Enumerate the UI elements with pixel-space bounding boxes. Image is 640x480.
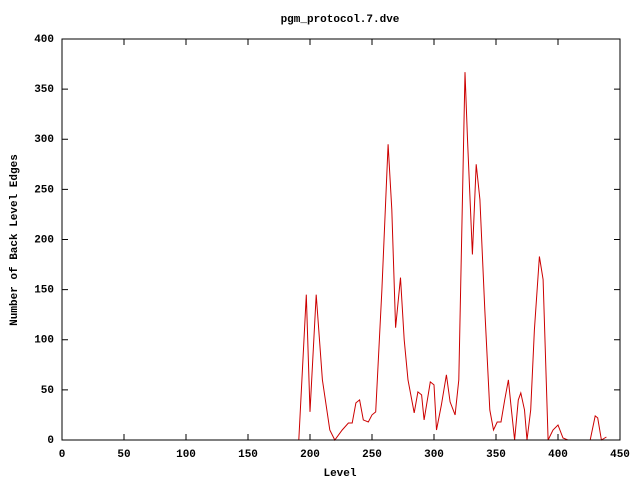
x-tick-label: 100: [176, 449, 196, 461]
y-tick-label: 300: [34, 134, 54, 146]
x-tick-label: 150: [238, 449, 258, 461]
x-tick-label: 450: [610, 449, 630, 461]
data-line: [62, 72, 607, 441]
x-tick-label: 400: [548, 449, 568, 461]
plot-border: [61, 38, 621, 441]
y-tick-label: 400: [34, 34, 54, 46]
x-axis-label: Level: [323, 468, 356, 480]
y-axis-label: Number of Back Level Edges: [9, 154, 21, 326]
x-tick-label: 350: [486, 449, 506, 461]
y-tick-label: 350: [34, 84, 54, 96]
x-tick-label: 300: [424, 449, 444, 461]
y-tick-label: 50: [41, 385, 54, 397]
chart-title: pgm_protocol.7.dve: [281, 14, 400, 26]
x-tick-label: 250: [362, 449, 382, 461]
y-tick-label: 250: [34, 184, 54, 196]
y-tick-label: 100: [34, 335, 54, 347]
x-tick-label: 50: [117, 449, 130, 461]
y-tick-label: 150: [34, 285, 54, 297]
x-tick-label: 0: [59, 449, 66, 461]
y-tick-label: 0: [47, 435, 54, 447]
y-tick-label: 200: [34, 234, 54, 246]
x-tick-label: 200: [300, 449, 320, 461]
